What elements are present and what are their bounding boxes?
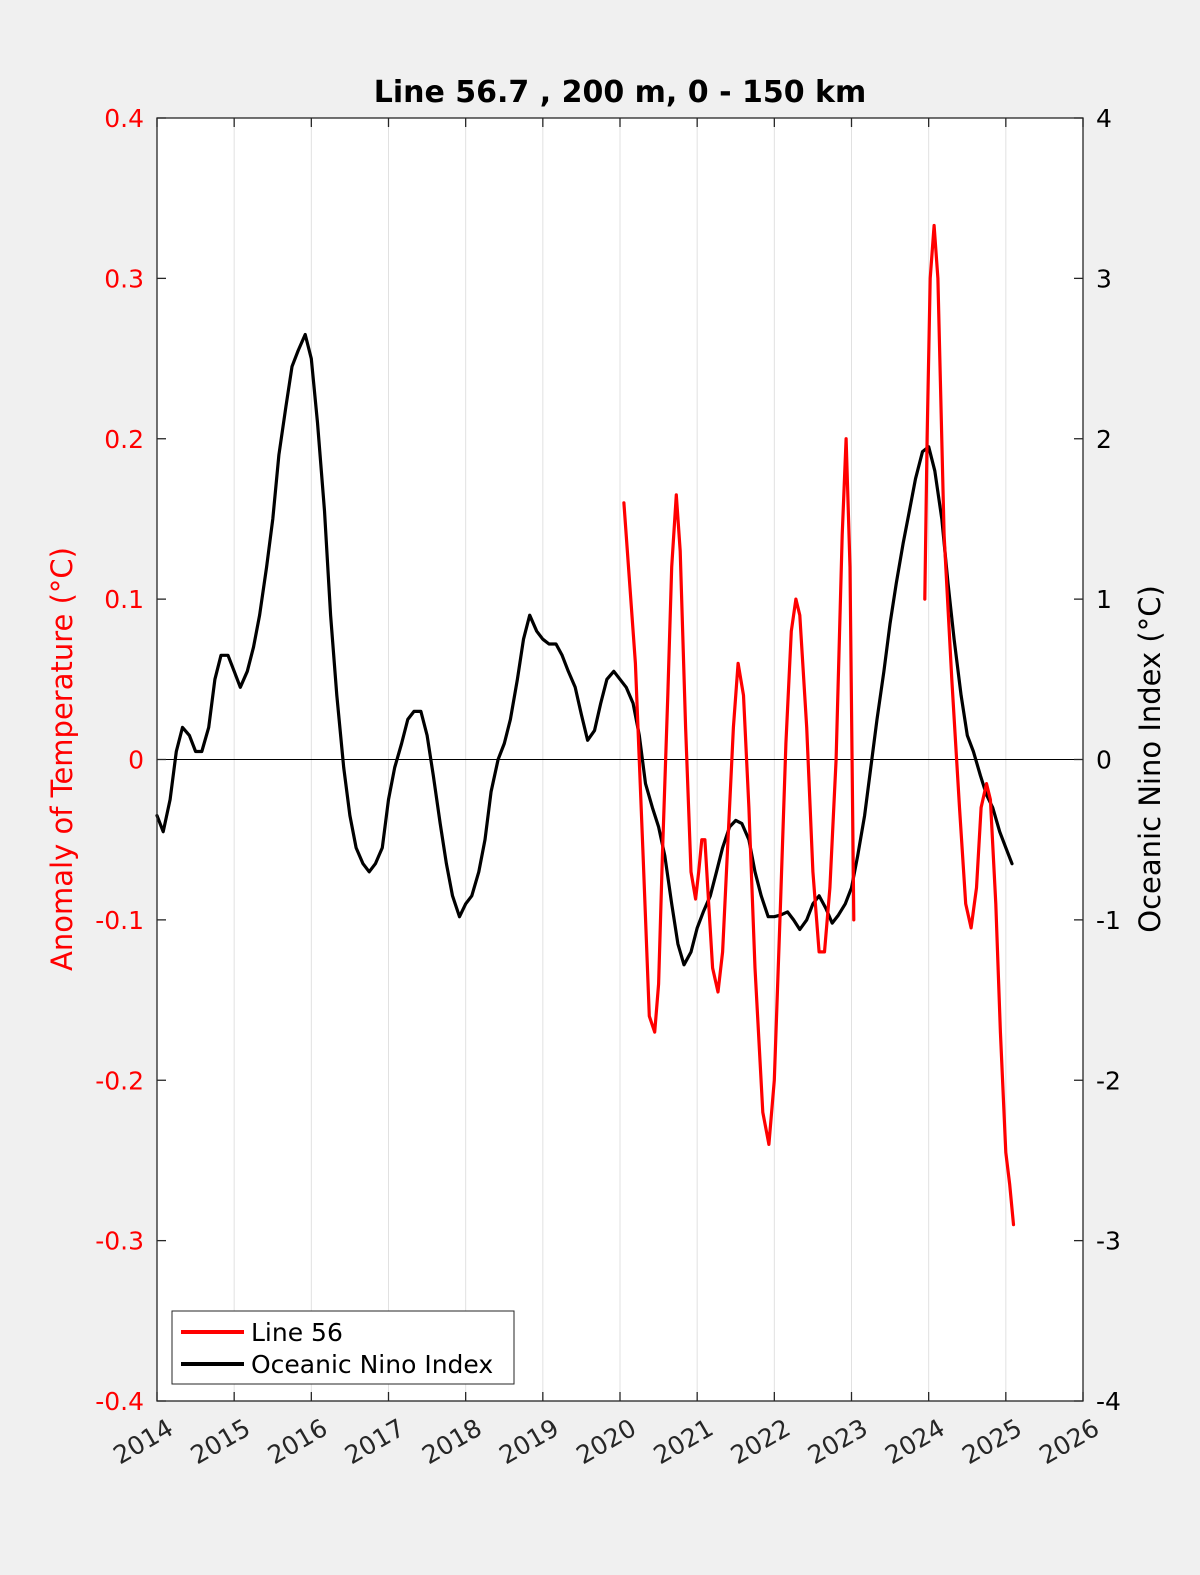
x-tick-label: 2015 xyxy=(186,1413,256,1470)
legend-box xyxy=(171,1310,515,1385)
y-right-tick-label: -1 xyxy=(1096,906,1121,935)
x-tick-label: 2025 xyxy=(957,1413,1027,1470)
legend: Line 56 Oceanic Nino Index xyxy=(171,1310,515,1385)
y-right-tick-label: 3 xyxy=(1096,264,1112,293)
x-tick-label: 2014 xyxy=(108,1413,178,1470)
x-tick-label: 2026 xyxy=(1034,1413,1104,1470)
y-right-tick-label: 2 xyxy=(1096,425,1112,454)
y-left-tick-label: -0.4 xyxy=(95,1387,144,1416)
x-tick-label: 2017 xyxy=(340,1413,410,1470)
y-left-tick-label: 0.4 xyxy=(104,104,144,133)
y-left-tick-label: -0.2 xyxy=(95,1066,144,1095)
y-left-tick-label: 0.2 xyxy=(104,425,144,454)
y-right-tick-label: 1 xyxy=(1096,585,1112,614)
x-tick-label: 2024 xyxy=(880,1413,950,1470)
right-axis-title: Oceanic Nino Index (°C) xyxy=(1133,585,1167,933)
x-tick-label: 2021 xyxy=(649,1413,719,1470)
series-line-line-56-seg-1 xyxy=(923,223,1016,1227)
x-tick-label: 2022 xyxy=(726,1413,796,1470)
y-left-tick-label: 0.1 xyxy=(104,585,144,614)
y-left-tick-label: 0 xyxy=(128,746,144,775)
series-layer xyxy=(155,223,1016,1227)
x-tick-label: 2019 xyxy=(494,1413,564,1470)
series-line-oceanic-nino-index-seg-0 xyxy=(155,332,1014,967)
y-right-tick-label: -4 xyxy=(1096,1387,1121,1416)
y-left-tick-label: 0.3 xyxy=(104,264,144,293)
y-right-tick-label: 0 xyxy=(1096,746,1112,775)
chart-title: Line 56.7 , 200 m, 0 - 150 km xyxy=(374,75,867,110)
legend-label-line-56: Line 56 xyxy=(251,1318,343,1347)
y-left-tick-label: -0.3 xyxy=(95,1227,144,1256)
x-tick-label: 2016 xyxy=(263,1413,333,1470)
legend-label-oni: Oceanic Nino Index xyxy=(251,1350,493,1379)
y-left-tick-label: -0.1 xyxy=(95,906,144,935)
x-tick-label: 2023 xyxy=(803,1413,873,1470)
y-right-tick-label: 4 xyxy=(1096,104,1112,133)
y-right-tick-label: -2 xyxy=(1096,1066,1121,1095)
x-tick-label: 2020 xyxy=(571,1413,641,1470)
y-right-tick-label: -3 xyxy=(1096,1227,1121,1256)
series-line-line-56-seg-0 xyxy=(622,437,856,1147)
x-tick-label: 2018 xyxy=(417,1413,487,1470)
left-axis-title: Anomaly of Temperature (°C) xyxy=(45,547,79,971)
